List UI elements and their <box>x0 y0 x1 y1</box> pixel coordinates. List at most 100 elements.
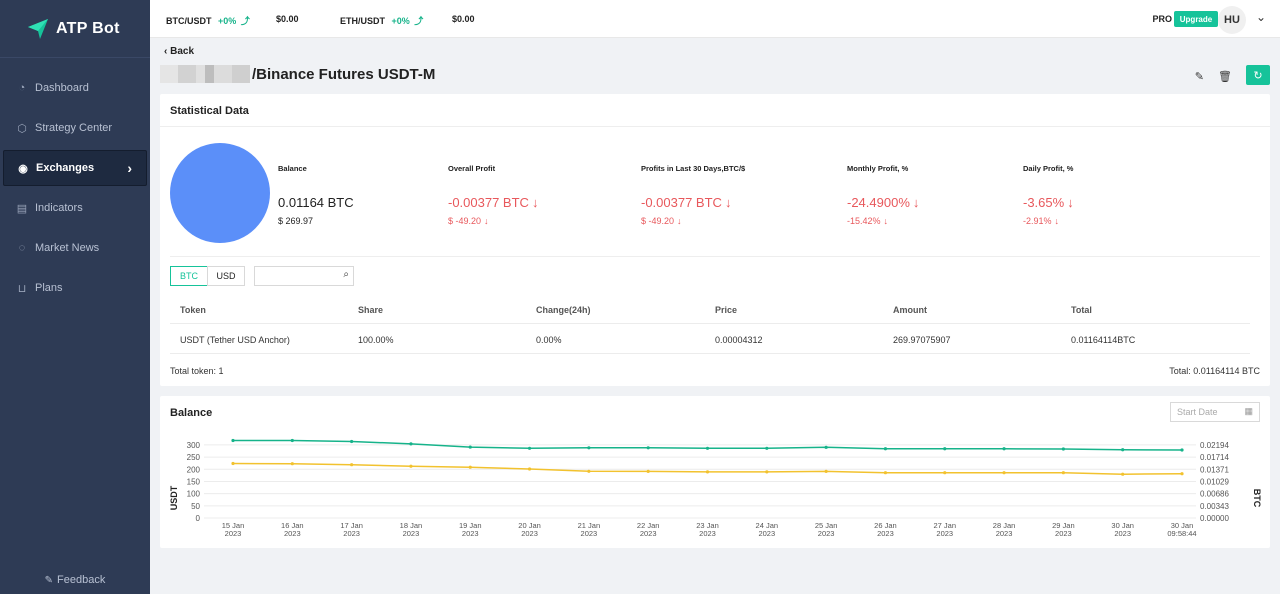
search-input[interactable]: ⌕ <box>254 266 354 286</box>
y2-tick-label: 0.02194 <box>1200 441 1229 450</box>
arrow-down-icon: ↓ <box>1067 195 1074 210</box>
arrow-down-icon: ↓ <box>1054 216 1060 226</box>
y-tick-label: 100 <box>187 490 201 499</box>
data-point <box>409 442 413 446</box>
balance-pie-chart[interactable] <box>170 143 270 243</box>
sidebar-item-label: Exchanges <box>36 162 95 174</box>
logo[interactable]: ATP Bot <box>0 0 150 58</box>
y-tick-label: 0 <box>196 514 201 523</box>
sidebar-item-label: Plans <box>35 282 63 294</box>
stat-monthly-profit: Monthly Profit, % -24.4900% ↓ -15.42% ↓ <box>847 164 919 226</box>
arrow-down-icon: ↓ <box>883 216 889 226</box>
cube-icon: ⬡ <box>17 122 27 135</box>
stat-sub-value: -2.91% <box>1023 216 1052 226</box>
data-point <box>1121 448 1125 452</box>
date-placeholder: Start Date <box>1177 407 1218 417</box>
data-point <box>290 438 294 443</box>
refresh-button[interactable]: ↻ <box>1246 65 1270 85</box>
x-tick-label: 2023 <box>521 529 538 538</box>
data-point <box>587 469 591 473</box>
table-row[interactable]: USDT (Tether USD Anchor) 100.00% 0.00% 0… <box>170 326 1250 354</box>
x-tick-label: 2023 <box>284 529 301 538</box>
total-value: Total: 0.01164114 BTC <box>1169 366 1260 376</box>
stat-value: -3.65% <box>1023 195 1065 210</box>
x-tick-label: 2023 <box>581 529 598 538</box>
x-tick-label: 23 Jan <box>696 521 719 530</box>
sidebar-item-dashboard[interactable]: ◔ Dashboard <box>3 70 147 106</box>
data-point <box>1002 447 1006 451</box>
x-tick-label: 30 Jan <box>1111 521 1134 530</box>
divider <box>160 126 1270 127</box>
x-tick-label: 21 Jan <box>578 521 601 530</box>
data-point <box>824 469 828 473</box>
arrow-down-icon: ↓ <box>484 216 489 226</box>
news-icon: ◌ <box>18 242 26 254</box>
ticker-change: +0% <box>391 16 410 26</box>
y2-tick-label: 0.00343 <box>1200 502 1229 511</box>
balance-chart-card: Balance Start Date ▦ 300 0.02194 250 0.0171… <box>160 396 1270 548</box>
stat-overall-profit: Overall Profit -0.00377 BTC ↓ $ -49.20 ↓ <box>448 164 538 226</box>
y-tick-label: 250 <box>187 453 201 462</box>
btc-toggle-button[interactable]: BTC <box>170 266 208 286</box>
stat-sub-value: $ -49.20 <box>448 216 482 226</box>
ticker-pair: ETH/USDT <box>340 16 385 26</box>
ticker-eth-usdt[interactable]: ETH/USDT +0% ⤴ <box>340 14 423 27</box>
sidebar-item-plans[interactable]: ⊔ Plans <box>3 270 147 306</box>
sidebar-item-exchanges[interactable]: ◉ Exchanges › <box>3 150 147 186</box>
y2-tick-label: 0.00000 <box>1200 514 1229 523</box>
arrow-down-icon: ↓ <box>677 216 682 226</box>
start-date-input[interactable]: Start Date ▦ <box>1170 402 1260 422</box>
column-header: Token <box>180 305 206 315</box>
ticker-price: $0.00 <box>276 14 299 24</box>
column-header: Total <box>1071 305 1092 315</box>
sidebar-item-strategy-center[interactable]: ⬡ Strategy Center <box>3 110 147 146</box>
feedback-link[interactable]: ✎ Feedback <box>0 574 150 586</box>
x-tick-label: 2023 <box>996 529 1013 538</box>
chart-icon: ▤ <box>16 202 28 215</box>
data-point <box>824 445 828 449</box>
trash-icon[interactable]: 🗑 <box>1218 71 1232 83</box>
table-header-row: Token Share Change(24h) Price Amount Tot… <box>170 296 1250 324</box>
data-point <box>587 446 591 450</box>
data-point <box>1180 448 1184 452</box>
avatar[interactable]: HU <box>1218 6 1246 34</box>
edit-icon: ✎ <box>44 575 54 586</box>
y2-tick-label: 0.01714 <box>1200 453 1229 462</box>
upgrade-button[interactable]: Upgrade <box>1174 11 1218 27</box>
refresh-icon: ↻ <box>1253 69 1263 82</box>
data-point <box>943 471 947 475</box>
ticker-btc-usdt[interactable]: BTC/USDT +0% ⤴ <box>166 14 250 27</box>
cart-icon: ⊔ <box>17 282 27 295</box>
data-point <box>883 447 888 451</box>
sidebar-item-label: Market News <box>35 242 100 254</box>
ticker-pair: BTC/USDT <box>166 16 212 26</box>
statistical-data-card: Statistical Data Balance 0.01164 BTC $ 2… <box>160 94 1270 386</box>
data-point <box>1061 447 1065 451</box>
x-tick-label: 2023 <box>403 529 420 538</box>
sidebar-item-label: Strategy Center <box>35 122 113 134</box>
sidebar-item-market-news[interactable]: ◌ Market News <box>3 230 147 266</box>
table-cell: 0.00004312 <box>715 335 763 345</box>
feedback-label: Feedback <box>57 574 106 586</box>
chevron-down-icon[interactable]: ⌄ <box>1255 10 1266 24</box>
sidebar-nav: ◔ Dashboard ⬡ Strategy Center ◉ Exchange… <box>0 70 150 306</box>
stat-value: 0.01164 BTC <box>278 195 354 210</box>
dashboard-icon: ◔ <box>18 82 26 94</box>
page-title: /Binance Futures USDT-M <box>252 65 436 83</box>
stat-sub-value: $ 269.97 <box>278 216 314 226</box>
edit-icon[interactable]: ✎ <box>1194 71 1204 83</box>
table-cell: USDT (Tether USD Anchor) <box>180 335 290 345</box>
stat-balance: Balance 0.01164 BTC $ 269.97 <box>278 164 354 226</box>
ticker-price: $0.00 <box>452 14 475 24</box>
data-point <box>527 467 532 471</box>
logo-icon <box>28 18 48 39</box>
back-link[interactable]: ‹ Back <box>164 46 194 57</box>
sidebar-item-indicators[interactable]: ▤ Indicators <box>3 190 147 226</box>
balance-line-chart: 300 0.02194 250 0.01714 200 0.01371 150 0.01029… <box>169 438 1262 538</box>
trend-up-icon: ⤴ <box>414 16 424 26</box>
stat-sub-value: $ -49.20 <box>641 216 675 226</box>
stat-daily-profit: Daily Profit, % -3.65% ↓ -2.91% ↓ <box>1023 164 1074 226</box>
table-cell: 269.97075907 <box>893 335 951 345</box>
usd-toggle-button[interactable]: USD <box>207 266 245 286</box>
sidebar-item-label: Dashboard <box>35 82 89 94</box>
